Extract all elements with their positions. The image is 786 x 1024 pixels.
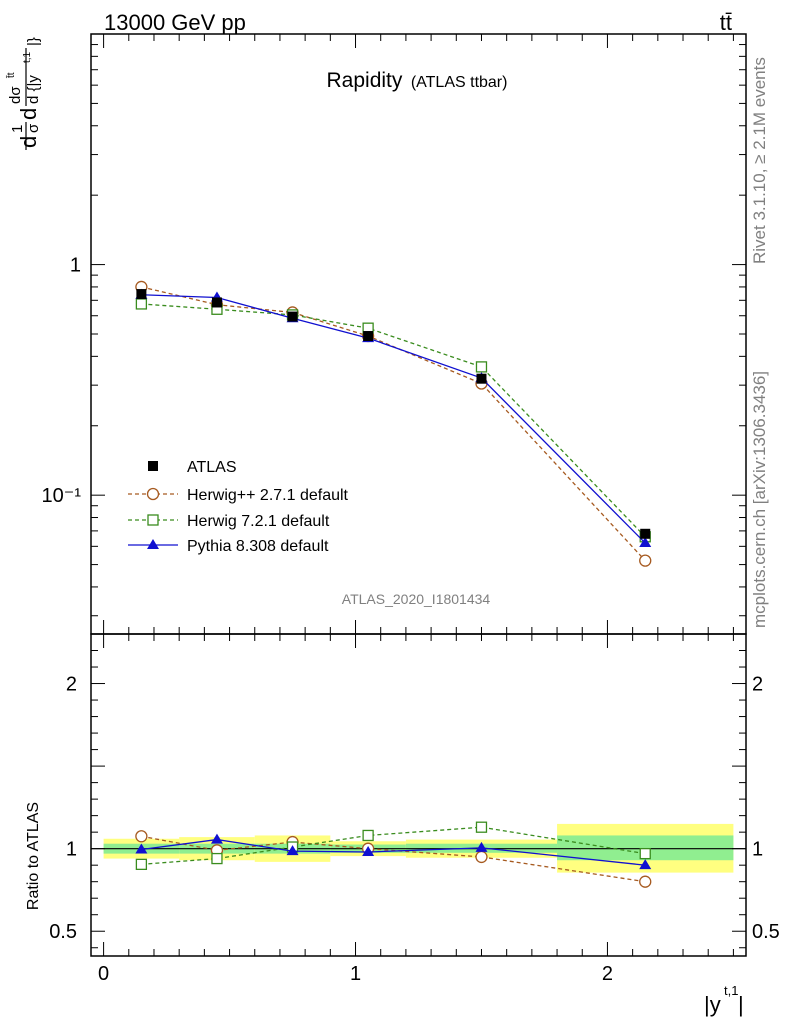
ylabel-dy: d {|y (25, 75, 42, 104)
main-pythia-8-308-default-point (639, 537, 652, 548)
ratio-pythia-8-308-default-point (639, 859, 652, 870)
ratio-series-layer (135, 821, 652, 888)
ratio-herwig-7-2-1-default-line (141, 826, 646, 866)
xlabel-sup: t,1 (724, 983, 738, 998)
ylabel-t1-sub: t,1 (22, 51, 33, 63)
ratio-pythia-8-308-default-line (141, 838, 646, 866)
main-atlas-point (211, 297, 222, 308)
ratio-y-tick-label-right: 0.5 (752, 921, 780, 943)
ratio-pythia-8-308-default-point (286, 845, 299, 856)
ylabel-sigma: σ (25, 123, 42, 133)
rivet-version-label: Rivet 3.1.10, ≥ 2.1M events (750, 57, 769, 264)
ratio-herwig-2-7-1-default-point (475, 850, 488, 864)
main-herwig-7-2-1-default-point (135, 298, 148, 310)
process-label: tt̄ (720, 10, 732, 35)
main-herwig-7-2-1-default-point (475, 361, 488, 373)
legend-label-atlas: ATLAS (187, 459, 237, 476)
ratio-y-tick-label: 0.5 (49, 921, 77, 943)
energy-label: 13000 GeV pp (104, 10, 246, 35)
legend-item-pythia: Pythia 8.308 default (128, 538, 329, 555)
xlabel-main: |y (704, 992, 721, 1017)
legend-label-herwigpp: Herwig++ 2.7.1 default (187, 487, 349, 504)
legend-marker-pythia (147, 539, 159, 549)
plot-title: Rapidity (ATLAS ttbar) (327, 69, 508, 92)
ratio-herwig-2-7-1-default-line (141, 835, 646, 883)
ratio-pythia-8-308-default-point (475, 841, 488, 852)
main-y-tick-label: 10⁻¹ (42, 485, 82, 507)
main-herwig-2-7-1-default-line (141, 286, 646, 562)
x-tick-label: 0 (98, 963, 109, 985)
ratio-pythia-8-308-default-point (210, 833, 223, 844)
ratio-plot-frame (90, 633, 747, 957)
main-atlas-point (136, 289, 147, 300)
ratio-y-tick-label-right: 1 (752, 839, 763, 861)
ylabel-d1: d (16, 136, 41, 148)
ratio-pythia-8-308-default-point (362, 845, 375, 856)
ratio-y-tick-label-right: 2 (752, 674, 763, 696)
ratio-herwig-7-2-1-default-point (639, 847, 651, 860)
ylabel-d2: d (16, 108, 41, 120)
analysis-watermark: ATLAS_2020_I1801434 (342, 591, 491, 607)
legend-item-herwig7: Herwig 7.2.1 default (128, 513, 330, 530)
ratio-y-tick-label: 2 (66, 674, 77, 696)
legend-marker-atlas (148, 461, 158, 471)
legend-label-pythia: Pythia 8.308 default (187, 538, 329, 555)
ylabel-dsigma: dσ (7, 86, 24, 104)
x-tick-label: 2 (602, 963, 613, 985)
ratio-herwig-7-2-1-default-point (211, 852, 223, 865)
main-y-tick-label: 1 (70, 255, 81, 277)
ratio-pythia-8-308-default-point (135, 843, 148, 854)
x-tick-label: 1 (350, 963, 361, 985)
legend-marker-herwig7 (147, 514, 159, 526)
ratio-y-tick-label: 1 (66, 839, 77, 861)
main-atlas-point (476, 373, 487, 384)
title-subtitle: (ATLAS ttbar) (411, 74, 508, 91)
main-series-layer (135, 280, 652, 567)
legend: ATLAS Herwig++ 2.7.1 default Herwig 7.2.… (128, 459, 349, 555)
ratio-herwig-7-2-1-default-point (362, 829, 374, 842)
ratio-ylabel: Ratio to ATLAS (25, 802, 42, 910)
main-atlas-point (640, 528, 651, 539)
ratio-herwig-7-2-1-default-point (135, 858, 148, 871)
main-atlas-point (363, 331, 374, 342)
mcplots-label: mcplots.cern.ch [arXiv:1306.3436] (750, 371, 769, 628)
legend-label-herwig7: Herwig 7.2.1 default (187, 513, 330, 530)
ylabel-one: 1 (9, 125, 26, 133)
main-herwig-7-2-1-default-line (141, 303, 646, 538)
xlabel-close: | (738, 992, 744, 1017)
legend-marker-herwigpp (146, 487, 160, 501)
main-ylabel: d 1 σ d dσ t̄t d {|y t,1 |} (5, 37, 42, 150)
axes-layer: 0 1 2 1 10⁻¹ 0.5 0.5 1 1 2 2 (42, 33, 780, 985)
main-herwig-2-7-1-default-point (639, 554, 652, 567)
ratio-herwig-2-7-1-default-point (639, 875, 652, 888)
xaxis-label: |y t,1 | (704, 983, 744, 1017)
main-pythia-8-308-default-line (141, 294, 646, 544)
title-main: Rapidity (327, 69, 403, 92)
ylabel-close: |} (25, 37, 42, 46)
legend-item-atlas: ATLAS (148, 459, 237, 476)
main-atlas-point (287, 311, 298, 322)
ratio-herwig-7-2-1-default-point (475, 821, 488, 833)
ratio-herwig-2-7-1-default-point (135, 830, 148, 843)
ylabel-ttbar-sub: t̄t (5, 72, 17, 79)
legend-item-herwigpp: Herwig++ 2.7.1 default (128, 487, 349, 504)
